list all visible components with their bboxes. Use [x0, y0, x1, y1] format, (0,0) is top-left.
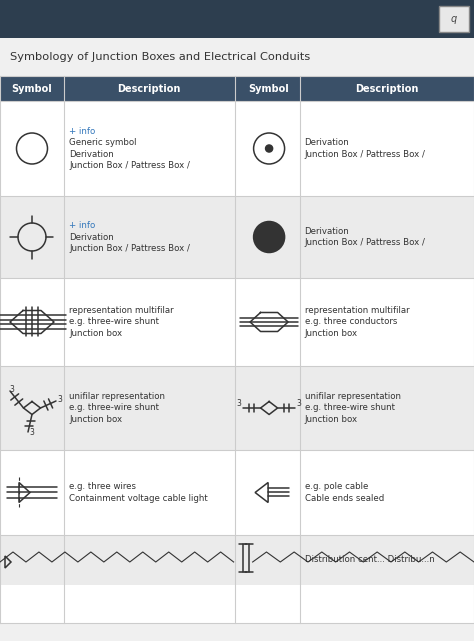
Text: + info: + info	[69, 127, 95, 136]
FancyBboxPatch shape	[0, 101, 474, 196]
Text: e.g. three-wire shunt: e.g. three-wire shunt	[305, 403, 394, 413]
Text: 3: 3	[9, 385, 14, 394]
Text: unifilar representation: unifilar representation	[69, 392, 165, 401]
Text: Distribution cent... Distribu...n: Distribution cent... Distribu...n	[305, 556, 434, 565]
Circle shape	[265, 145, 273, 152]
Text: Derivation: Derivation	[305, 227, 349, 236]
Text: Electrical & Electronic Symbols: Electrical & Electronic Symbols	[10, 13, 193, 26]
FancyBboxPatch shape	[0, 535, 474, 585]
Text: Description: Description	[355, 83, 419, 94]
FancyBboxPatch shape	[0, 366, 474, 450]
Text: 3: 3	[297, 399, 301, 408]
FancyBboxPatch shape	[0, 76, 474, 101]
Text: q: q	[451, 14, 457, 24]
Text: + info: + info	[69, 221, 95, 230]
FancyBboxPatch shape	[0, 450, 474, 535]
Text: Containment voltage cable light: Containment voltage cable light	[69, 494, 208, 503]
Text: representation multifilar: representation multifilar	[69, 306, 173, 315]
Text: Symbol: Symbol	[12, 83, 52, 94]
Text: Derivation: Derivation	[305, 138, 349, 147]
Text: 3: 3	[29, 428, 35, 438]
Text: Generic symbol: Generic symbol	[69, 138, 137, 147]
Text: e.g. three-wire shunt: e.g. three-wire shunt	[69, 403, 159, 413]
FancyBboxPatch shape	[0, 76, 474, 623]
Text: Junction box: Junction box	[305, 329, 358, 338]
Text: e.g. three wires: e.g. three wires	[69, 482, 136, 491]
FancyBboxPatch shape	[0, 278, 474, 366]
Text: Description: Description	[118, 83, 181, 94]
Text: 3: 3	[57, 395, 63, 404]
Circle shape	[254, 222, 284, 253]
Text: e.g. three-wire shunt: e.g. three-wire shunt	[69, 317, 159, 326]
Text: Junction Box / Pattress Box /: Junction Box / Pattress Box /	[69, 162, 190, 171]
Text: e.g. three conductors: e.g. three conductors	[305, 317, 397, 326]
Text: Junction Box / Pattress Box /: Junction Box / Pattress Box /	[305, 238, 426, 247]
Text: Cable ends sealed: Cable ends sealed	[305, 494, 384, 503]
Text: representation multifilar: representation multifilar	[305, 306, 409, 315]
Text: Junction Box / Pattress Box /: Junction Box / Pattress Box /	[69, 244, 190, 253]
FancyBboxPatch shape	[0, 0, 474, 38]
Text: Junction Box / Pattress Box /: Junction Box / Pattress Box /	[305, 150, 426, 159]
FancyBboxPatch shape	[439, 6, 469, 32]
Text: Derivation: Derivation	[69, 150, 114, 159]
Text: e.g. pole cable: e.g. pole cable	[305, 482, 368, 491]
Text: Junction box: Junction box	[69, 415, 122, 424]
Text: 3: 3	[237, 399, 242, 408]
Text: Derivation: Derivation	[69, 233, 114, 242]
Text: Symbology of Junction Boxes and Electrical Conduits: Symbology of Junction Boxes and Electric…	[10, 52, 310, 62]
Text: Junction box: Junction box	[69, 329, 122, 338]
FancyBboxPatch shape	[0, 196, 474, 278]
Text: Symbol: Symbol	[249, 83, 290, 94]
Text: Junction box: Junction box	[305, 415, 358, 424]
Text: unifilar representation: unifilar representation	[305, 392, 401, 401]
